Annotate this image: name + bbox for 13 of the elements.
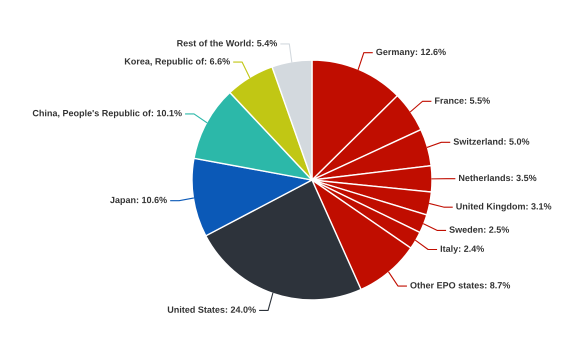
slice-label: Germany: 12.6% bbox=[376, 48, 446, 57]
slice-label: Korea, Republic of: 6.6% bbox=[124, 58, 230, 66]
slice-label: China, People's Republic of: 10.1% bbox=[32, 110, 182, 118]
slice-label: Japan: 10.6% bbox=[110, 196, 167, 205]
slice-label: United Kingdom: 3.1% bbox=[456, 202, 552, 212]
slice-label: France: 5.5% bbox=[435, 97, 490, 104]
slice-label: Switzerland: 5.0% bbox=[454, 138, 530, 145]
slice-label: United States: 24.0% bbox=[168, 306, 256, 313]
slice-label: Other EPO states: 8.7% bbox=[410, 282, 510, 288]
slice-label: Rest of the World: 5.4% bbox=[177, 40, 278, 46]
slice-label: Italy: 2.4% bbox=[440, 245, 484, 254]
slice-label: Sweden: 2.5% bbox=[449, 226, 510, 233]
slice-label: Netherlands: 3.5% bbox=[459, 174, 536, 182]
